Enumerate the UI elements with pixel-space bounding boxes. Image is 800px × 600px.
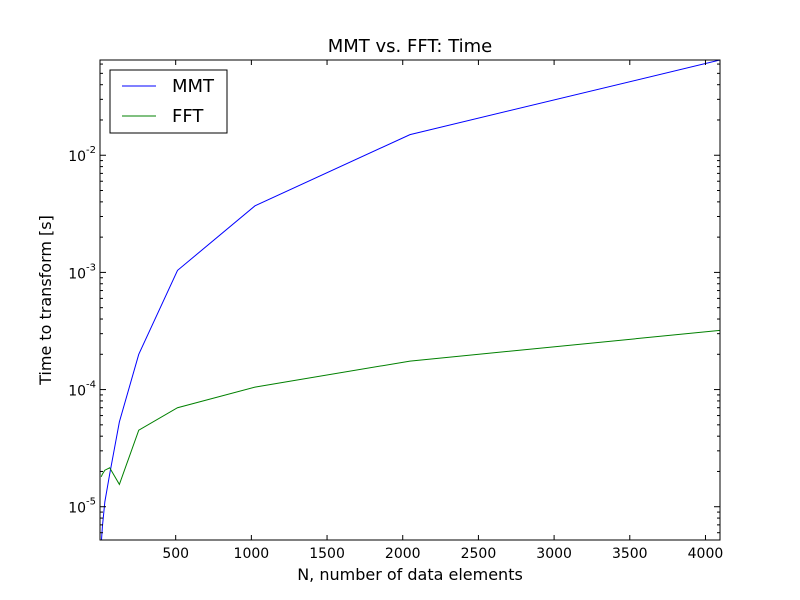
x-tick-label: 1500 (309, 546, 345, 562)
y-tick-label: 10-5 (68, 497, 96, 517)
legend-label-mmt: MMT (172, 76, 215, 97)
x-tick-label: 1000 (234, 546, 270, 562)
legend: MMT FFT (109, 69, 228, 134)
x-tick-label: 2000 (385, 546, 421, 562)
ticks-layer: 500 1000 1500 2000 2500 3000 3500 4000 10-5 10-4 1… (68, 60, 723, 562)
series-layer (100, 60, 720, 540)
x-tick-label: 4000 (688, 546, 724, 562)
y-axis-label: Time to transform [s] (36, 215, 55, 386)
legend-label-fft: FFT (172, 106, 204, 127)
y-tick-label: 10-3 (68, 262, 96, 282)
chart-title: MMT vs. FFT: Time (328, 36, 493, 57)
legend-frame (109, 69, 228, 134)
x-tick-label: 500 (162, 546, 189, 562)
y-tick-label: 10-4 (68, 380, 96, 400)
series-line-mmt (100, 60, 720, 540)
x-tick-label: 3500 (612, 546, 648, 562)
x-axis-label: N, number of data elements (297, 565, 523, 584)
plot-frame (99, 59, 721, 541)
y-tick-label: 10-2 (68, 145, 96, 165)
x-tick-label: 2500 (461, 546, 497, 562)
x-tick-label: 3000 (536, 546, 572, 562)
series-line-fft (100, 329, 720, 486)
